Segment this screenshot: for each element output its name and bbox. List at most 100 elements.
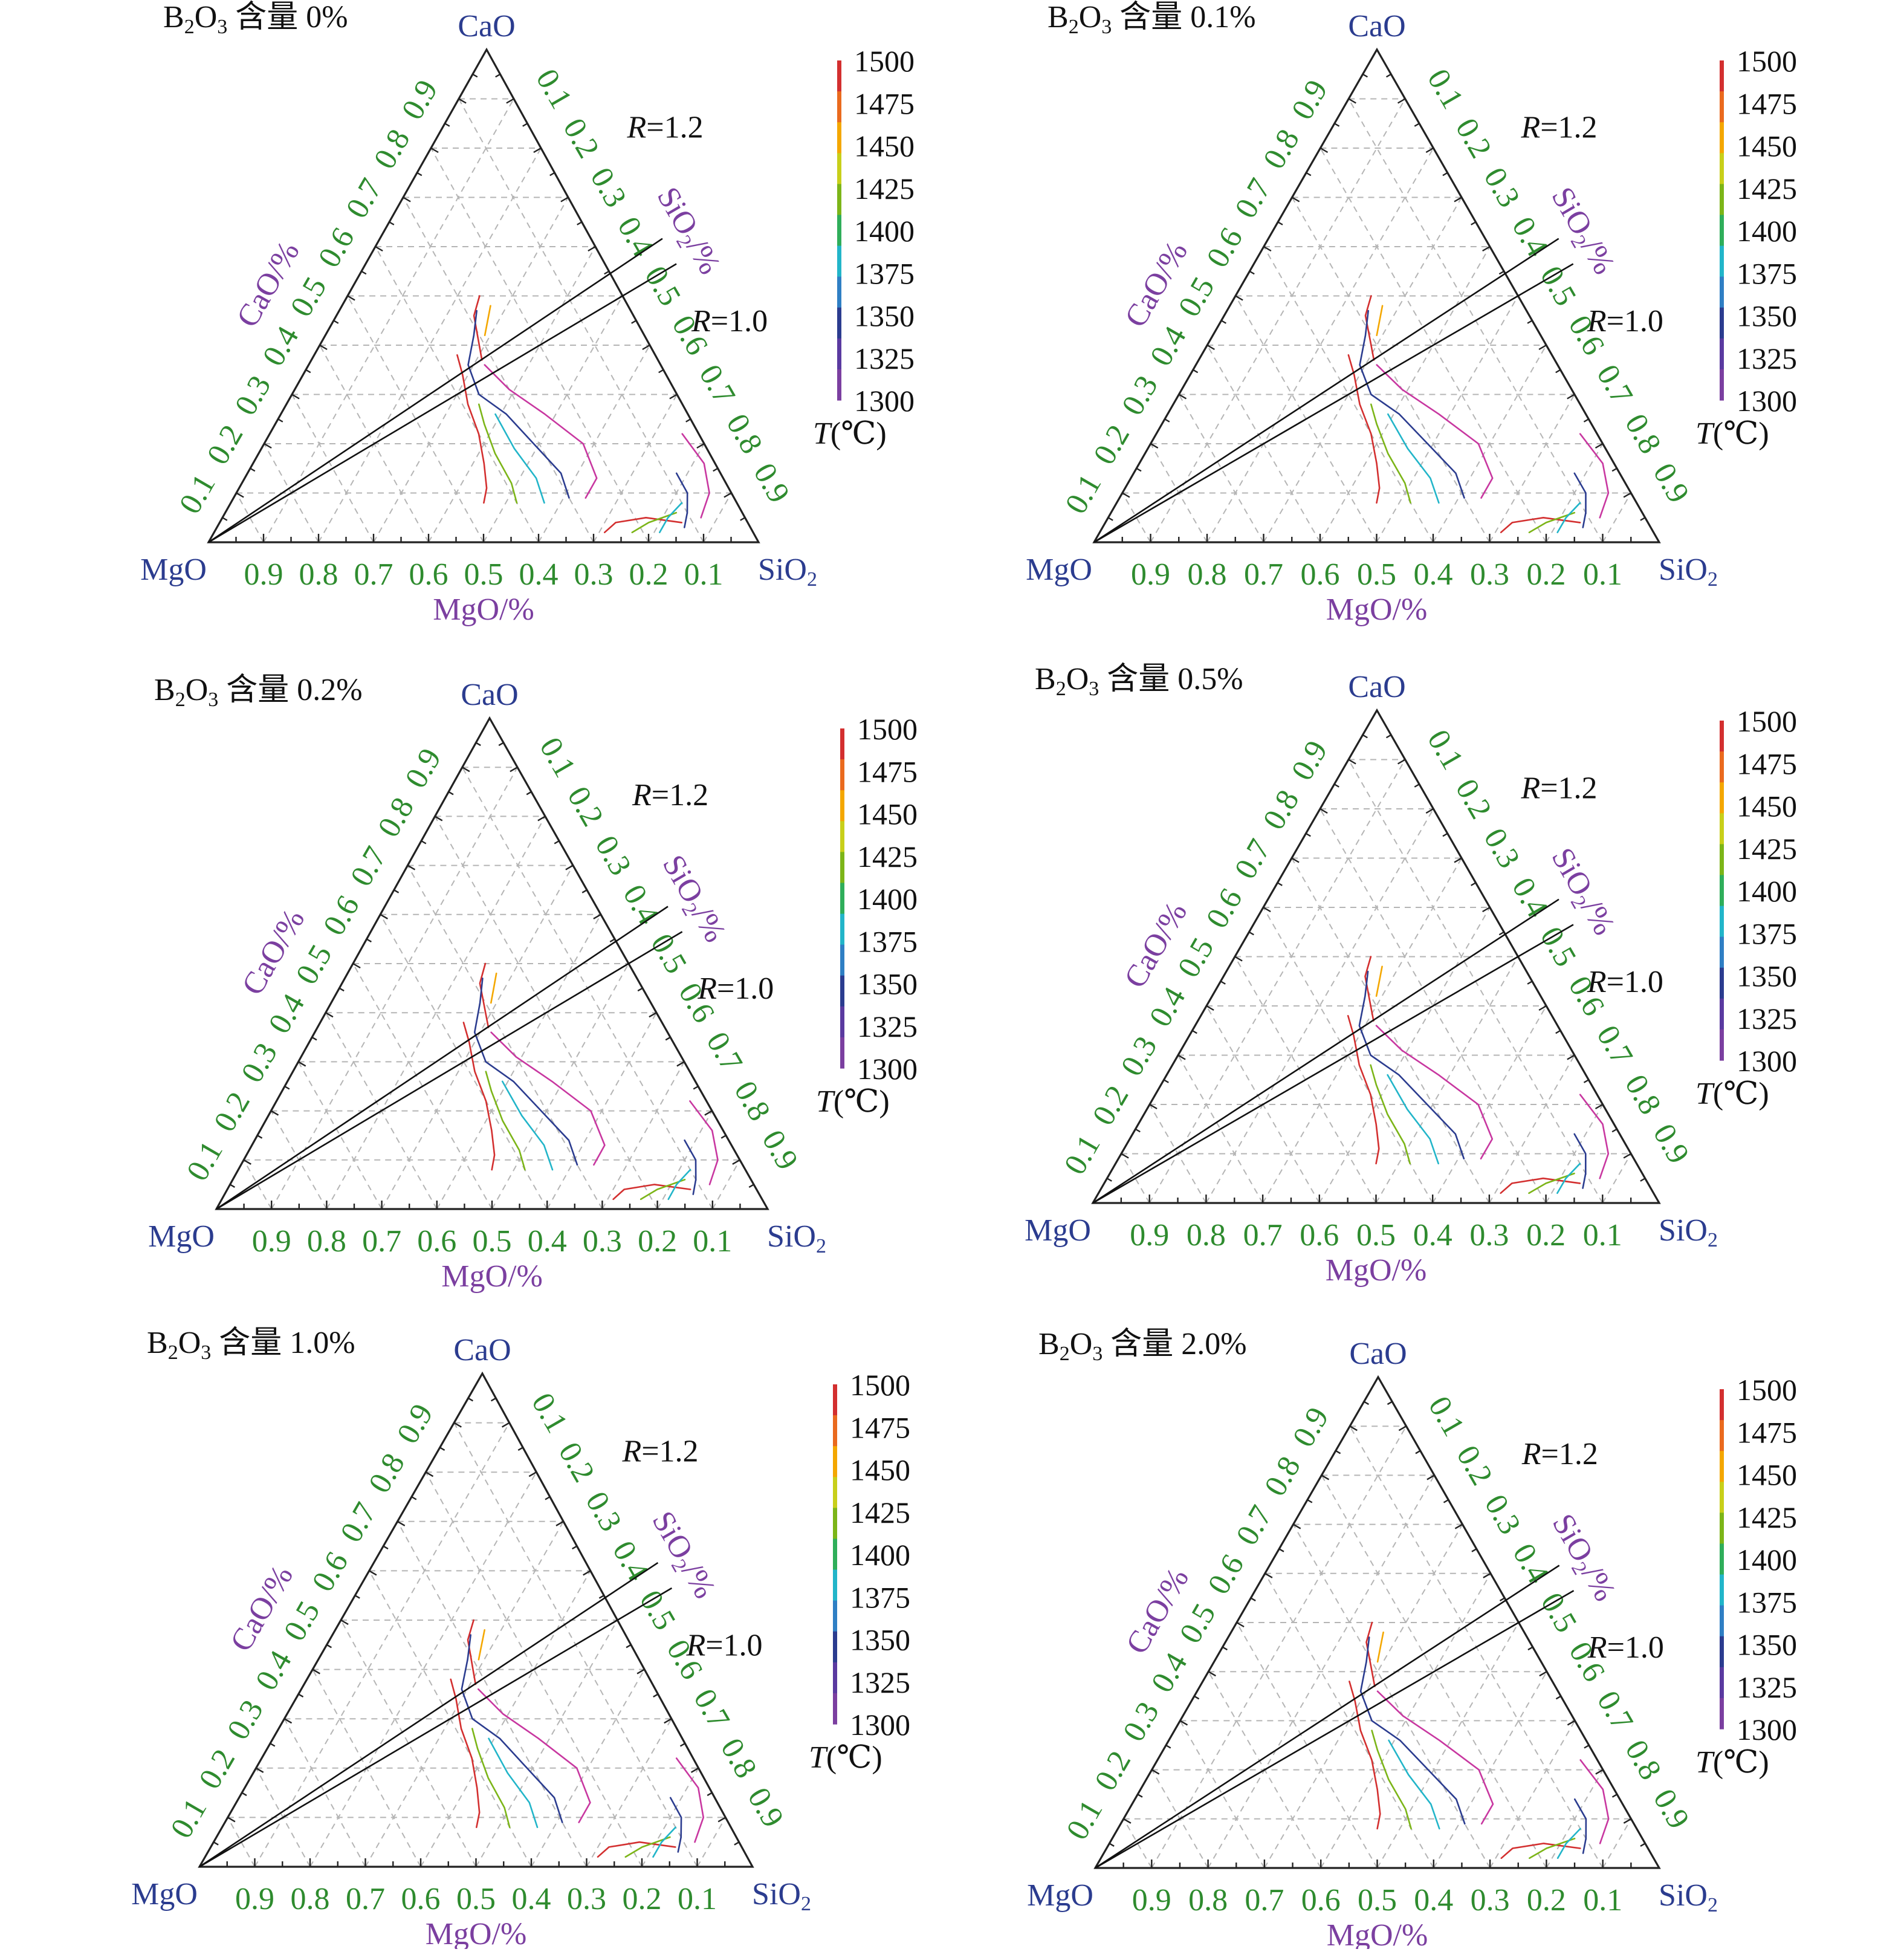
tick-left [1320, 808, 1328, 814]
grid-line-sio2 [1262, 858, 1462, 1204]
colorbar-tick-label: 1500 [1737, 1373, 1797, 1407]
colorbar-segment [1720, 844, 1724, 876]
colorbar-tick-label: 1500 [850, 1368, 910, 1402]
colorbar-tick-label: 1400 [857, 882, 918, 916]
tick-left [1163, 1079, 1169, 1083]
tick-left [1349, 1425, 1358, 1432]
tick-left [1264, 1572, 1273, 1578]
tick-left [1364, 1401, 1369, 1406]
tick-label-mgo: 0.5 [1358, 1883, 1397, 1918]
tick-left [291, 394, 300, 400]
tick-left [255, 1767, 264, 1773]
colorbar-tick-label: 1425 [857, 840, 918, 874]
tick-right [1482, 245, 1491, 252]
vertex-label-sio2: SiO2 [1659, 1878, 1718, 1916]
colorbar-segment [837, 307, 841, 339]
colorbar-tick-label: 1300 [1737, 1713, 1797, 1746]
colorbar-segment [833, 1693, 837, 1725]
grid-line-sio2 [586, 1718, 672, 1867]
tick-label-mgo: 0.9 [1131, 557, 1170, 592]
line-r-1-2 [216, 906, 669, 1210]
tick-label-sio2: 0.1 [533, 732, 582, 783]
tick-right [1426, 1474, 1435, 1480]
isotherm-1300 [675, 1757, 704, 1843]
isotherm-1375 [501, 1080, 554, 1171]
tick-right [537, 815, 546, 822]
colorbar-segment [837, 91, 841, 123]
isotherm-1350 [1358, 970, 1465, 1159]
tick-label-cao: 0.6 [317, 890, 366, 941]
tick-label-sio2: 0.2 [1449, 773, 1498, 825]
colorbar-tick-label: 1375 [850, 1580, 910, 1614]
tick-right [555, 1520, 564, 1526]
tick-left [340, 1619, 349, 1626]
colorbar-tick-label: 1300 [854, 384, 915, 418]
vertex-label-cao: CaO [461, 678, 518, 712]
tick-label-sio2: 0.2 [1449, 112, 1498, 164]
isotherm-1300 [1579, 1759, 1610, 1844]
isotherm-curves [462, 962, 719, 1201]
tick-right [1595, 1769, 1604, 1775]
tick-left [1305, 832, 1311, 837]
isotherm-1425 [478, 403, 518, 504]
tick-label-mgo: 0.9 [244, 557, 283, 592]
tick-right [637, 987, 643, 992]
grid-line-sio2 [1148, 759, 1406, 1204]
grid-line-sio2 [711, 1159, 740, 1210]
tick-label-mgo: 0.3 [567, 1882, 606, 1916]
tick-left [1306, 172, 1312, 177]
isotherm-1450 [1376, 305, 1384, 337]
isotherm-1425 [631, 511, 678, 534]
colorbar-segment [837, 245, 841, 277]
colorbar-tick-label: 1325 [1737, 342, 1797, 375]
tick-left [1277, 221, 1283, 225]
tick-right [1567, 394, 1575, 400]
colorbar-segment [1720, 1420, 1724, 1451]
colorbar-tick-label: 1325 [854, 342, 915, 375]
tick-label-mgo: 0.5 [473, 1224, 512, 1259]
tick-label-mgo: 0.9 [1130, 1218, 1169, 1253]
tick-left [1164, 418, 1170, 423]
tick-label-cao: 0.6 [1200, 883, 1249, 934]
label-r-1-0: R=1.0 [1587, 304, 1663, 339]
line-r-1-2 [199, 1561, 659, 1868]
tick-label-cao: 0.1 [1058, 1129, 1107, 1181]
colorbar-tick-label: 1375 [1737, 1585, 1797, 1619]
tick-label-cao: 0.1 [1060, 1794, 1110, 1846]
colorbar-segment [833, 1508, 837, 1540]
tick-right [685, 418, 691, 423]
colorbar-tick-label: 1425 [1737, 832, 1797, 866]
colorbar-segment [833, 1415, 837, 1447]
grid-line-sio2 [1602, 493, 1632, 543]
tick-label-mgo: 0.6 [1300, 1218, 1339, 1253]
isotherm-1500 [473, 295, 483, 361]
tick-right [690, 1767, 699, 1773]
grid-line-sio2 [373, 197, 569, 543]
line-r-1-2 [1095, 1565, 1560, 1869]
tick-marks [213, 1397, 740, 1867]
tick-right [1555, 369, 1561, 374]
colorbar-segment [1720, 307, 1724, 339]
tick-left [1122, 492, 1130, 498]
colorbar-tick-label: 1350 [1737, 959, 1797, 993]
tick-left [361, 270, 367, 275]
tick-right [696, 443, 705, 449]
axis-label-mgo: MgO/% [426, 1917, 527, 1949]
tick-left [213, 1841, 219, 1846]
grid-line-sio2 [483, 296, 623, 543]
tick-left [1109, 1843, 1115, 1847]
tick-right [588, 245, 596, 252]
colorbar-segment [840, 975, 844, 1007]
tick-left [1250, 1597, 1256, 1601]
tick-label-sio2: 0.2 [560, 781, 610, 832]
colorbar-tick-label: 1500 [854, 44, 915, 78]
grid-line-mgo [236, 493, 264, 543]
tick-right [581, 889, 588, 893]
tick-right [693, 1085, 699, 1090]
isotherm-1425 [640, 1179, 686, 1201]
tick-right [533, 147, 542, 154]
tick-label-cao: 0.9 [390, 1398, 440, 1450]
tick-left [416, 172, 423, 177]
ternary-panel-2: 0.90.10.10.80.20.20.70.30.30.60.40.40.50… [1026, 0, 1797, 627]
tick-right [572, 1545, 578, 1550]
